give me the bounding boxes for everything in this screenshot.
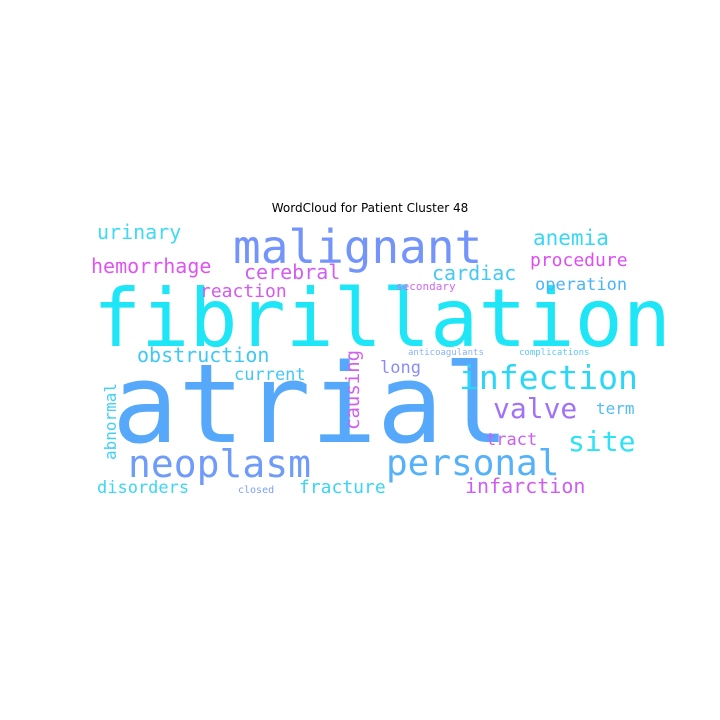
word-neoplasm: neoplasm bbox=[128, 442, 311, 486]
word-causing: causing bbox=[342, 350, 364, 430]
word-term: term bbox=[596, 399, 635, 418]
word-site: site bbox=[568, 425, 635, 458]
word-reaction: reaction bbox=[200, 281, 287, 302]
word-cerebral: cerebral bbox=[244, 260, 340, 284]
word-anemia: anemia bbox=[533, 226, 609, 250]
word-malignant: malignant bbox=[233, 220, 482, 274]
word-valve: valve bbox=[493, 392, 577, 425]
word-procedure: procedure bbox=[530, 250, 628, 271]
word-obstruction: obstruction bbox=[137, 343, 269, 367]
word-abnormal: abnormal bbox=[101, 383, 120, 460]
word-urinary: urinary bbox=[97, 220, 181, 244]
word-hemorrhage: hemorrhage bbox=[91, 254, 211, 278]
word-atrial: atrial bbox=[112, 340, 509, 468]
word-secondary: secondary bbox=[396, 280, 456, 293]
word-infection: infection bbox=[459, 358, 638, 397]
chart-title: WordCloud for Patient Cluster 48 bbox=[271, 201, 469, 215]
word-operation: operation bbox=[535, 275, 627, 295]
word-fracture: fracture bbox=[299, 477, 386, 498]
word-anticoagulants: anticoagulants bbox=[408, 348, 484, 358]
word-personal: personal bbox=[386, 443, 559, 484]
word-infarction: infarction bbox=[465, 474, 585, 498]
word-cardiac: cardiac bbox=[432, 261, 516, 285]
word-long: long bbox=[380, 358, 421, 378]
word-tract: tract bbox=[486, 430, 537, 450]
word-fibrillation: fibrillation bbox=[93, 272, 671, 365]
word-complications: complications bbox=[519, 348, 589, 358]
word-current: current bbox=[234, 365, 306, 385]
word-closed: closed bbox=[238, 485, 274, 496]
word-disorders: disorders bbox=[97, 478, 189, 498]
